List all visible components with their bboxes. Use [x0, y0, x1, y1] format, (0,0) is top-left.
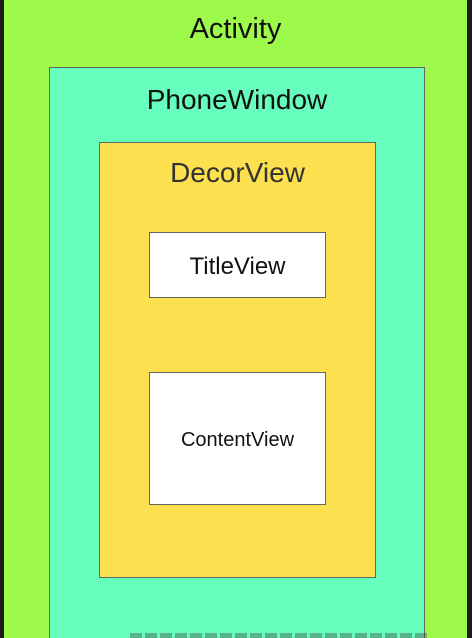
decorview-box: DecorView TitleView ContentView	[99, 142, 376, 578]
contentview-box: ContentView	[149, 372, 326, 505]
activity-label: Activity	[189, 13, 282, 45]
titleview-label: TitleView	[189, 253, 286, 280]
contentview-label: ContentView	[180, 429, 295, 451]
phonewindow-label: PhoneWindow	[146, 84, 328, 115]
titleview-box: TitleView	[149, 232, 326, 298]
decorview-label: DecorView	[170, 157, 305, 188]
phonewindow-box: PhoneWindow DecorView TitleView ContentV…	[49, 67, 425, 638]
activity-box: Activity PhoneWindow DecorView TitleView…	[4, 0, 467, 638]
blurred-caption-strip	[130, 626, 440, 638]
